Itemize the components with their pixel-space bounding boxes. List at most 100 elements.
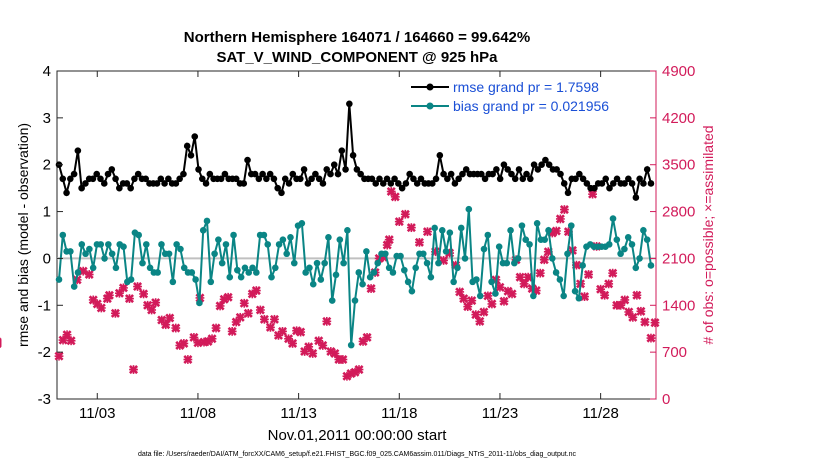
bias-point (575, 294, 583, 302)
rmse-point (410, 175, 417, 183)
obs-count-point (515, 272, 525, 282)
rmse-point (440, 170, 447, 178)
rmse-point (387, 180, 395, 187)
rmse-point (206, 170, 214, 178)
bias-point (313, 259, 321, 267)
obs-count-point (124, 294, 135, 304)
bias-point (461, 255, 469, 262)
bias-point (518, 222, 526, 229)
bias-point (173, 241, 180, 248)
rmse-point (67, 175, 74, 183)
obs-count-point (422, 227, 432, 237)
rmse-point (281, 175, 289, 183)
rmse-point (496, 175, 504, 183)
obs-count-point (161, 320, 171, 330)
obs-count-point (551, 226, 561, 236)
legend-rmse-label: rmse grand pr = 1.7598 (453, 79, 599, 95)
bias-point (408, 287, 416, 295)
legend-rmse-marker (426, 83, 434, 91)
rmse-point (112, 175, 119, 183)
rmse-point (515, 166, 523, 173)
obs-count-point (394, 217, 404, 227)
rmse-point (270, 175, 278, 183)
bias-point (579, 262, 586, 269)
obs-count-point (390, 192, 400, 202)
rmse-point (244, 156, 251, 164)
bias-point (427, 273, 435, 281)
obs-count-point (189, 332, 199, 342)
rmse-point (579, 175, 587, 183)
obs-count-point (265, 322, 275, 332)
rmse-point (572, 175, 579, 183)
rmse-point (259, 170, 266, 178)
obs-count-point (600, 290, 610, 300)
obs-count-point (467, 296, 477, 306)
bias-point (480, 245, 488, 253)
rmse-point (346, 100, 353, 108)
obs-count-point (269, 314, 279, 324)
left-tick-label: 2 (43, 157, 51, 174)
rmse-point (357, 170, 364, 178)
rmse-point (455, 175, 462, 183)
obs-count-point (632, 290, 642, 300)
bias-point (249, 264, 256, 272)
rmse-point (127, 184, 134, 192)
obs-count-point (499, 296, 509, 306)
bias-point (423, 259, 431, 267)
bias-point (571, 287, 579, 295)
rmse-point (300, 166, 308, 173)
rmse-point (451, 180, 459, 187)
left-tick-label: 4 (43, 63, 51, 80)
bias-point (317, 276, 325, 283)
rmse-point (564, 189, 572, 197)
rmse-point (628, 180, 636, 187)
bias-point (154, 269, 161, 276)
right-tick-label: 4200 (662, 110, 695, 127)
obs-count-point (584, 269, 594, 280)
obs-count-point (384, 235, 394, 245)
x-tick-label: 11/03 (79, 405, 115, 422)
rmse-point (576, 170, 583, 178)
rmse-point (489, 170, 496, 178)
obs-count-point (487, 299, 497, 309)
obs-count-point (54, 351, 64, 361)
obs-count-series (0, 186, 660, 381)
bias-point (552, 269, 560, 276)
rmse-point (477, 170, 485, 178)
bias-point (564, 250, 571, 258)
bias-point (253, 269, 260, 276)
obs-count-point (471, 310, 481, 320)
bias-point (355, 269, 363, 276)
rmse-point (632, 194, 640, 201)
bias-point (268, 273, 275, 281)
bias-point (290, 259, 298, 267)
bias-point (234, 266, 241, 274)
rmse-point (191, 133, 199, 140)
rmse-point (609, 180, 617, 187)
rmse-point (312, 170, 319, 178)
rmse-point (398, 184, 406, 192)
legend-bias-marker (426, 102, 434, 110)
bias-point (454, 264, 461, 272)
bias-point (272, 264, 279, 272)
rmse-point (327, 170, 334, 178)
bias-point (237, 273, 245, 281)
obs-count-point (84, 269, 94, 280)
bias-point (530, 292, 537, 300)
x-tick-label: 11/28 (582, 405, 618, 422)
bias-point (203, 217, 211, 225)
rmse-point (613, 175, 621, 183)
obs-count-point (636, 306, 646, 316)
rmse-point (444, 175, 451, 183)
bias-point (431, 224, 438, 232)
obs-count-point (318, 340, 328, 350)
obs-count-point (604, 279, 614, 289)
obs-count-point (414, 237, 424, 247)
bias-point (135, 231, 142, 239)
bias-point (419, 250, 427, 258)
rmse-point (172, 180, 180, 187)
obs-count-point (608, 268, 618, 278)
bias-point (446, 229, 454, 236)
obs-count-point (110, 308, 120, 318)
obs-count-point (183, 354, 193, 365)
